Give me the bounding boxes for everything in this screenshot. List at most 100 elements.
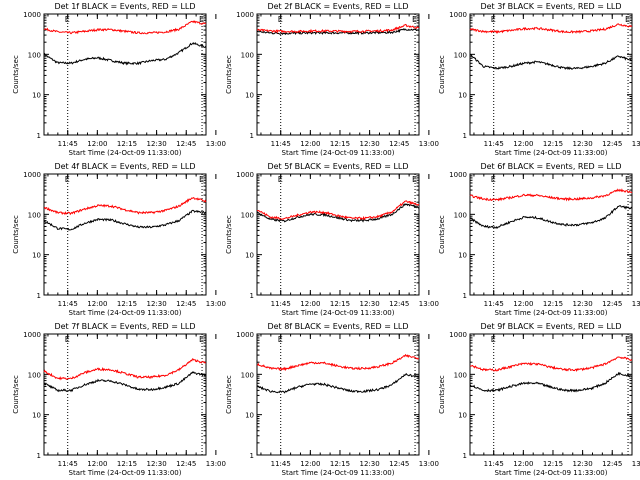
y-axis-label: Counts/sec (225, 375, 233, 414)
x-axis-label: Start Time (24-Oct-09 11:33:00) (282, 309, 395, 317)
x-tick-label: 12:30 (573, 140, 593, 148)
y-tick-label: 1000 (449, 331, 467, 339)
x-tick-label: 12:45 (602, 140, 622, 148)
event-flag: E (65, 335, 70, 344)
event-flag: E (199, 15, 204, 24)
y-axis-label: Counts/sec (225, 55, 233, 94)
plot-frame (256, 13, 420, 136)
event-flag: E (278, 175, 283, 184)
chart-panel-6: Det 6f BLACK = Events, RED = LLD 1 10 100 10… (438, 162, 640, 317)
x-tick-label: 12:00 (300, 460, 320, 468)
y-tick-label: 1000 (236, 11, 254, 19)
event-flag: E (491, 15, 496, 24)
chart-panel-4: Det 4f BLACK = Events, RED = LLD 1 10 100 10… (12, 162, 226, 317)
y-axis-label: Counts/sec (438, 55, 446, 94)
x-tick-label: 12:45 (602, 460, 622, 468)
x-tick-label: 11:45 (484, 460, 504, 468)
event-flag: E (278, 335, 283, 344)
series-line (256, 200, 420, 221)
event-flag: E (199, 175, 204, 184)
x-tick-label: 12:45 (176, 140, 196, 148)
x-axis-label: Start Time (24-Oct-09 11:33:00) (495, 469, 608, 477)
x-tick-label: 12:30 (147, 140, 167, 148)
y-axis-label: Counts/sec (12, 375, 20, 414)
x-tick-label: 12:15 (543, 300, 563, 308)
y-tick-label: 1000 (23, 11, 41, 19)
y-axis-label: Counts/sec (438, 215, 446, 254)
x-tick-label: 12:15 (117, 300, 137, 308)
y-tick-label: 10 (458, 252, 467, 260)
series-line (256, 203, 420, 223)
y-tick-label: 1000 (236, 331, 254, 339)
x-tick-label: 13:00 (632, 460, 640, 468)
y-tick-label: 10 (245, 252, 254, 260)
x-tick-label: 12:15 (543, 140, 563, 148)
event-flag: E (65, 15, 70, 24)
series-line (469, 23, 633, 34)
x-tick-label: 12:30 (360, 460, 380, 468)
event-flag: E (491, 335, 496, 344)
plot-frame (43, 173, 207, 296)
x-axis-label: Start Time (24-Oct-09 11:33:00) (69, 309, 182, 317)
y-tick-label: 1 (463, 292, 467, 300)
x-tick-label: 12:00 (513, 140, 533, 148)
y-tick-label: 1 (250, 292, 254, 300)
y-axis-label: Counts/sec (12, 215, 20, 254)
x-axis-label: Start Time (24-Oct-09 11:33:00) (282, 469, 395, 477)
x-axis-label: Start Time (24-Oct-09 11:33:00) (282, 149, 395, 157)
y-tick-label: 100 (241, 371, 254, 379)
x-tick-label: 12:30 (360, 140, 380, 148)
chart-title: Det 4f BLACK = Events, RED = LLD (54, 162, 195, 171)
x-tick-label: 12:15 (543, 460, 563, 468)
x-tick-label: 12:00 (87, 300, 107, 308)
y-tick-label: 1 (250, 452, 254, 460)
y-tick-label: 10 (458, 92, 467, 100)
y-tick-label: 1000 (236, 171, 254, 179)
x-axis-label: Start Time (24-Oct-09 11:33:00) (69, 469, 182, 477)
y-axis-label: Counts/sec (12, 55, 20, 94)
x-tick-label: 11:45 (58, 460, 78, 468)
x-tick-label: 12:00 (513, 300, 533, 308)
x-tick-label: 12:15 (330, 140, 350, 148)
y-tick-label: 100 (28, 51, 41, 59)
x-tick-label: 12:30 (147, 460, 167, 468)
x-tick-label: 11:45 (271, 300, 291, 308)
x-tick-label: 12:45 (389, 140, 409, 148)
y-tick-label: 100 (28, 211, 41, 219)
event-flag: E (625, 335, 630, 344)
x-tick-label: 12:15 (330, 300, 350, 308)
chart-panel-1: Det 1f BLACK = Events, RED = LLD 1 10 100 10… (12, 2, 226, 157)
chart-title: Det 6f BLACK = Events, RED = LLD (480, 162, 621, 171)
x-tick-label: 12:45 (176, 300, 196, 308)
x-axis-label: Start Time (24-Oct-09 11:33:00) (69, 149, 182, 157)
y-tick-label: 1 (463, 452, 467, 460)
event-flag: E (412, 175, 417, 184)
x-tick-label: 13:00 (419, 140, 439, 148)
x-tick-label: 12:45 (602, 300, 622, 308)
event-flag: E (199, 335, 204, 344)
series-line (469, 356, 633, 373)
x-axis-label: Start Time (24-Oct-09 11:33:00) (495, 309, 608, 317)
series-line (256, 23, 420, 34)
plot-frame (469, 13, 633, 136)
series-line (256, 353, 419, 372)
series-line (256, 28, 420, 36)
series-line (469, 205, 633, 230)
x-tick-label: 12:30 (147, 300, 167, 308)
chart-panel-3: Det 3f BLACK = Events, RED = LLD 1 10 100 10… (438, 2, 640, 157)
chart-panel-9: Det 9f BLACK = Events, RED = LLD 1 10 100 10… (438, 322, 640, 477)
x-tick-label: 11:45 (484, 300, 504, 308)
x-tick-label: 12:30 (360, 300, 380, 308)
plot-frame (43, 13, 207, 136)
chart-panel-2: Det 2f BLACK = Events, RED = LLD 1 10 100 10… (225, 2, 439, 157)
y-tick-label: 1000 (23, 331, 41, 339)
y-tick-label: 10 (32, 252, 41, 260)
y-tick-label: 1 (463, 132, 467, 140)
x-tick-label: 12:45 (389, 300, 409, 308)
x-tick-label: 12:15 (117, 140, 137, 148)
series-line (43, 358, 206, 381)
y-axis-label: Counts/sec (225, 215, 233, 254)
y-tick-label: 10 (458, 412, 467, 420)
plot-frame (43, 333, 207, 456)
